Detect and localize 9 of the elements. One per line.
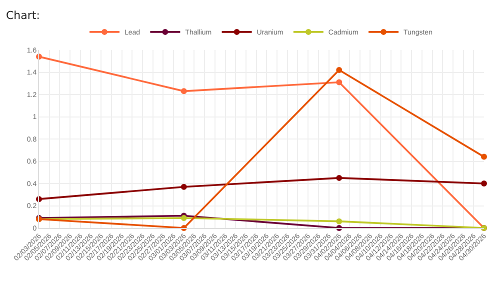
point	[336, 67, 342, 74]
point	[336, 218, 342, 224]
point	[336, 79, 342, 86]
point	[180, 184, 187, 190]
point	[481, 180, 487, 186]
chart-title: Chart:	[6, 9, 40, 22]
point	[180, 88, 187, 94]
point	[336, 174, 342, 181]
point	[481, 154, 487, 160]
